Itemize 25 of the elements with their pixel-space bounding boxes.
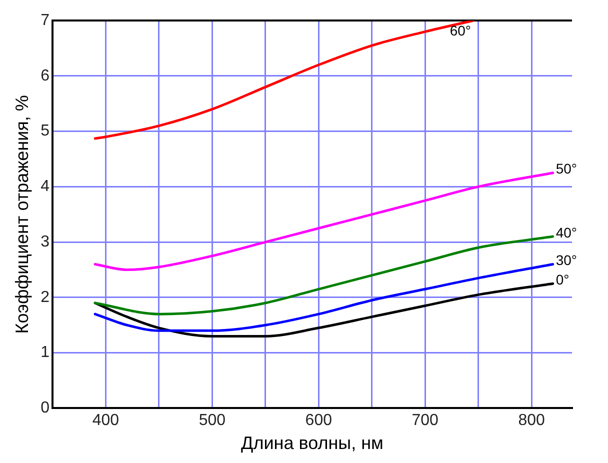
x-tick-label: 700 — [412, 412, 439, 430]
series-label: 30° — [556, 252, 578, 268]
x-tick-label: 600 — [305, 412, 332, 430]
y-tick-label: 5 — [40, 122, 50, 140]
series-label: 40° — [556, 224, 578, 240]
y-tick-label: 6 — [40, 67, 50, 84]
x-tick-label: 500 — [198, 412, 226, 430]
series-label: 0° — [556, 271, 570, 288]
y-tick-label: 1 — [40, 344, 50, 362]
y-tick-label: 0 — [40, 400, 50, 417]
line-series — [94, 262, 554, 332]
x-tick-label: 400 — [92, 412, 120, 430]
line-series — [94, 235, 554, 316]
line-series — [94, 20, 474, 140]
line-series — [94, 172, 554, 272]
line-series — [94, 282, 554, 338]
x-axis-title: Длина волны, нм — [241, 433, 384, 454]
series-label: 60° — [450, 22, 471, 38]
y-tick-label: 4 — [40, 178, 50, 196]
y-tick-label: 3 — [40, 233, 50, 250]
y-axis-title: Коэффициент отражения, % — [12, 95, 32, 334]
y-tick-label: 2 — [40, 288, 50, 306]
y-tick-label: 7 — [40, 12, 50, 30]
x-tick-label: 800 — [518, 412, 545, 430]
series-label: 50° — [556, 160, 578, 177]
